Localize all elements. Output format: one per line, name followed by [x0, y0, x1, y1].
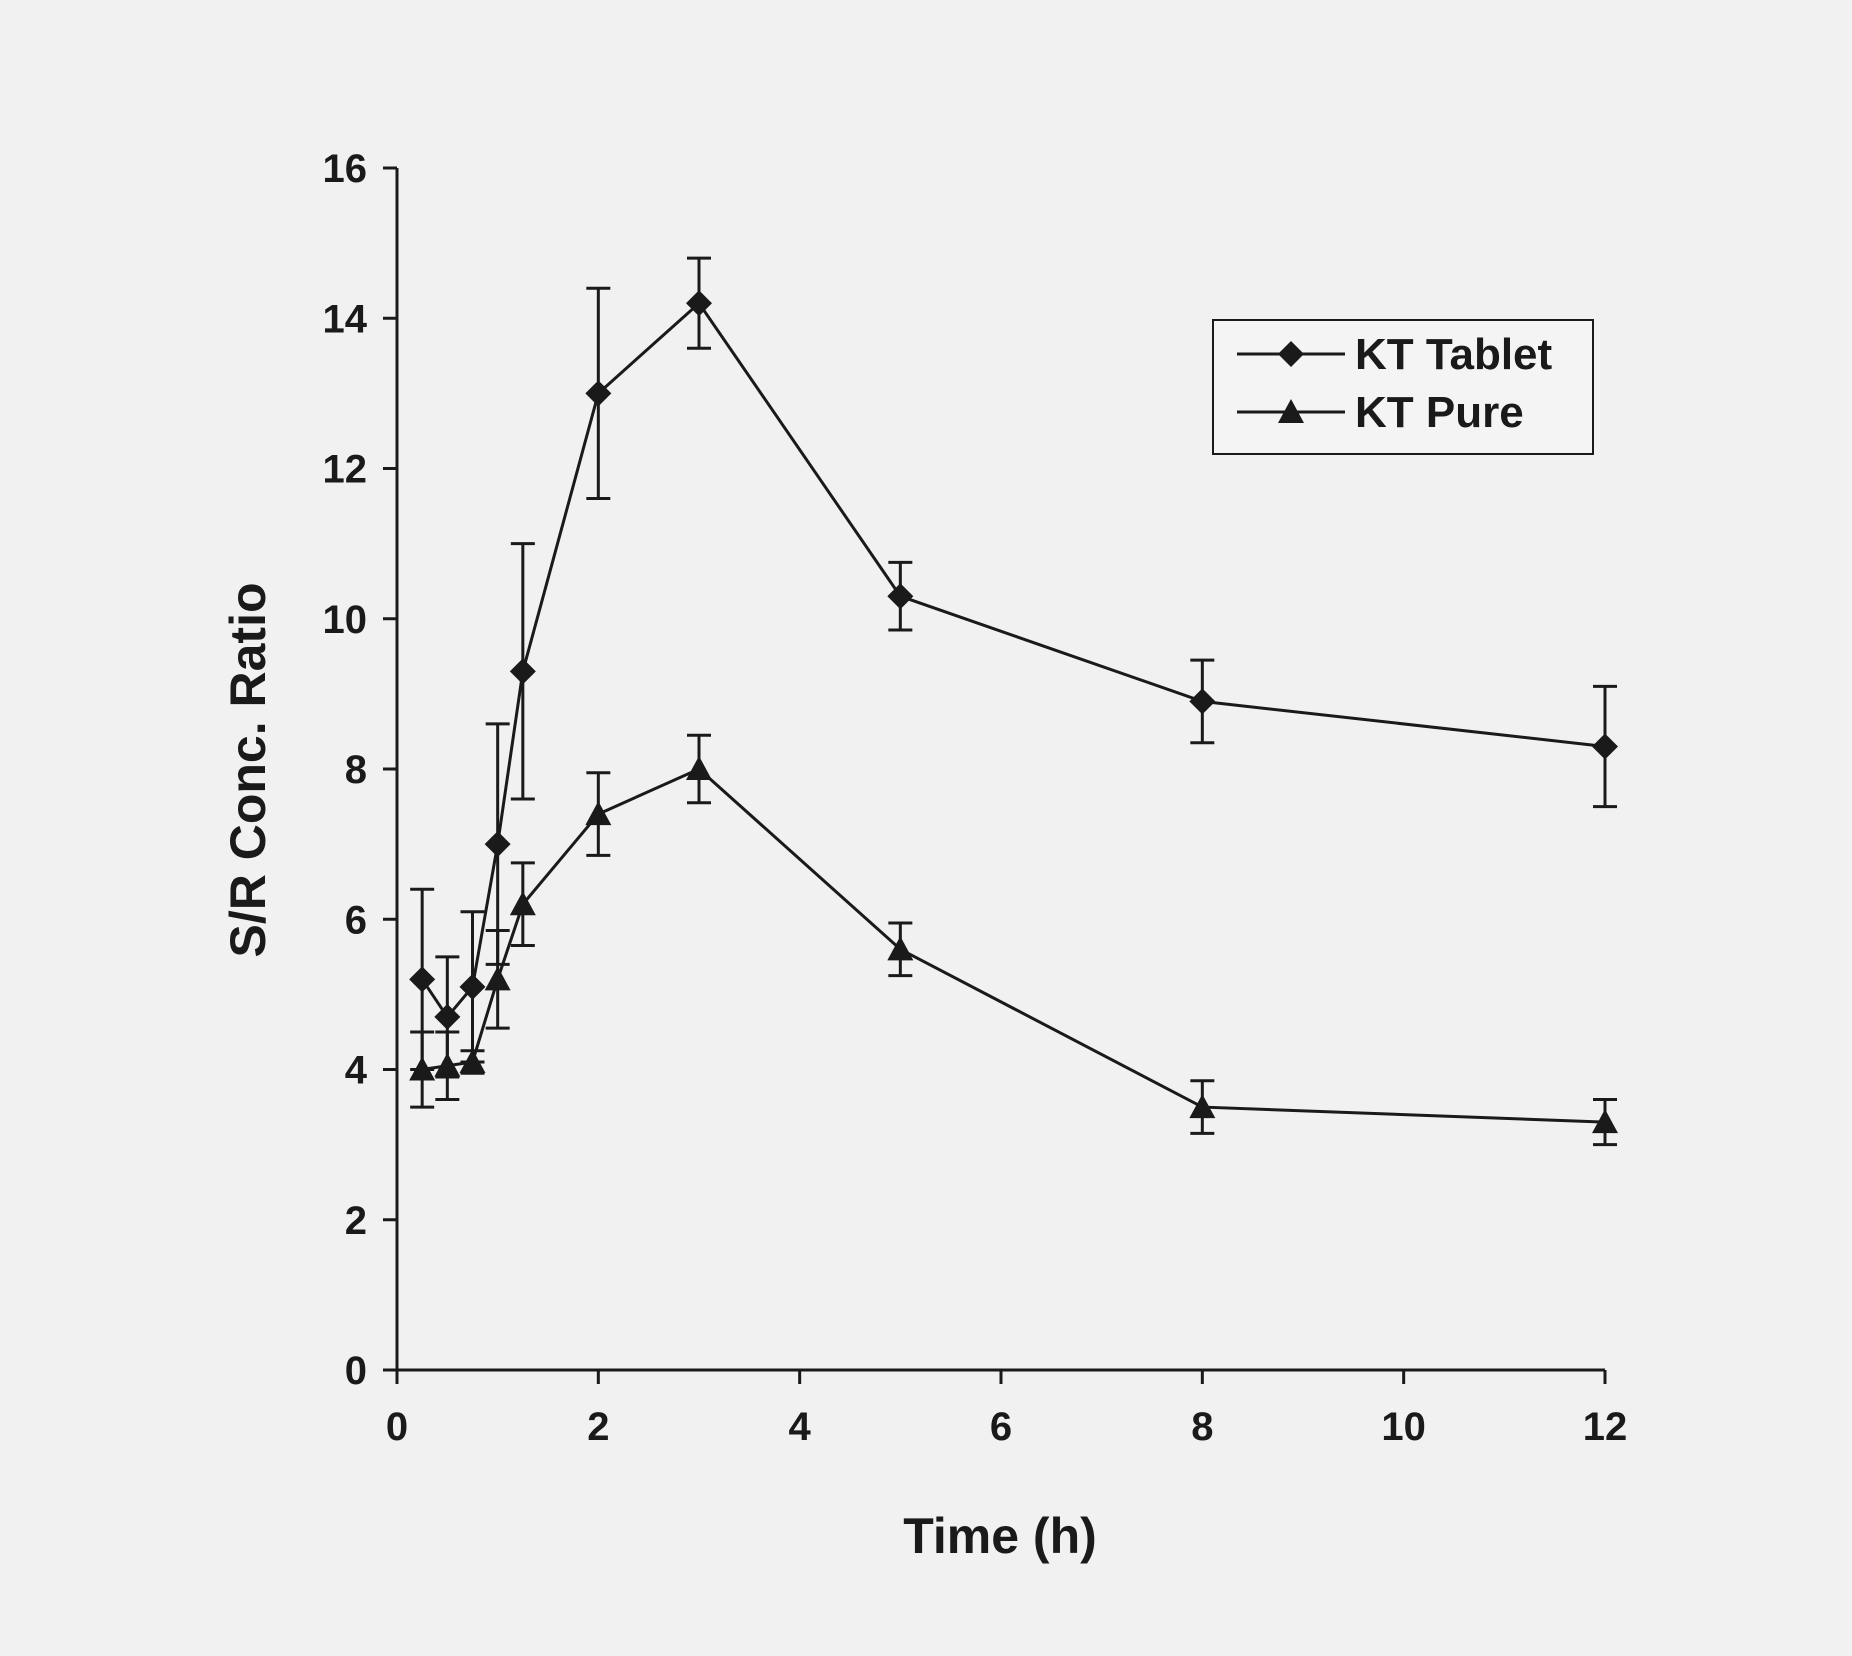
x-ticks: 0 2 4 6 8 10 12: [386, 1370, 1627, 1449]
y-tick-label: 2: [345, 1199, 367, 1243]
plot-area: [409, 256, 1618, 1147]
point-kt-tablet: [686, 290, 712, 317]
y-tick-label: 10: [323, 598, 368, 642]
point-kt-pure: [585, 801, 612, 826]
point-kt-tablet: [585, 380, 612, 407]
point-kt-tablet: [509, 658, 536, 685]
point-kt-tablet: [484, 831, 511, 858]
point-kt-tablet: [1189, 688, 1216, 715]
x-tick-label: 4: [789, 1405, 812, 1449]
point-kt-pure: [1592, 1109, 1618, 1134]
legend-marker-kt-tablet: [1278, 341, 1304, 367]
legend-item-kt-pure: KT Pure: [1237, 388, 1524, 437]
point-kt-pure: [409, 1056, 436, 1081]
x-tick-label: 8: [1191, 1405, 1213, 1449]
legend-marker-kt-pure: [1278, 399, 1304, 424]
y-tick-label: 0: [345, 1349, 367, 1393]
point-kt-pure: [434, 1052, 461, 1077]
point-kt-tablet: [887, 583, 914, 610]
x-tick-label: 10: [1381, 1405, 1426, 1449]
y-tick-label: 4: [345, 1049, 368, 1093]
point-kt-pure: [484, 966, 511, 991]
series-line-kt-tablet: [420, 300, 1606, 1020]
y-tick-label: 12: [323, 448, 368, 492]
x-tick-label: 2: [587, 1405, 609, 1449]
y-tick-label: 16: [323, 147, 368, 191]
point-kt-pure: [459, 1048, 486, 1074]
legend: KT Tablet KT Pure: [1212, 319, 1594, 455]
x-tick-label: 6: [990, 1405, 1012, 1449]
x-axis-title: Time (h): [903, 1508, 1097, 1564]
point-kt-pure: [1189, 1094, 1216, 1119]
point-kt-tablet: [434, 1003, 461, 1030]
legend-box: [1212, 319, 1594, 455]
point-kt-pure: [686, 756, 712, 781]
series-kt-tablet: [409, 256, 1618, 1079]
point-kt-tablet: [459, 973, 486, 1000]
series-kt-pure: [409, 733, 1618, 1147]
legend-label-kt-pure: KT Pure: [1355, 388, 1524, 437]
x-tick-label: 12: [1583, 1405, 1628, 1449]
legend-item-kt-tablet: KT Tablet: [1237, 330, 1553, 379]
y-tick-label: 14: [323, 297, 368, 341]
point-kt-pure: [509, 891, 536, 916]
point-kt-tablet: [409, 966, 436, 993]
y-tick-label: 8: [345, 748, 367, 792]
x-tick-label: 0: [386, 1405, 408, 1449]
series-line-kt-pure: [421, 767, 1606, 1124]
point-kt-pure: [887, 936, 914, 961]
y-tick-label: 6: [345, 898, 367, 942]
point-kt-tablet: [1592, 733, 1618, 760]
y-ticks: 0 2 4 6 8 10 12 14 16: [323, 147, 397, 1393]
y-axis-title: S/R Conc. Ratio: [220, 582, 276, 957]
legend-label-kt-tablet: KT Tablet: [1355, 330, 1553, 379]
